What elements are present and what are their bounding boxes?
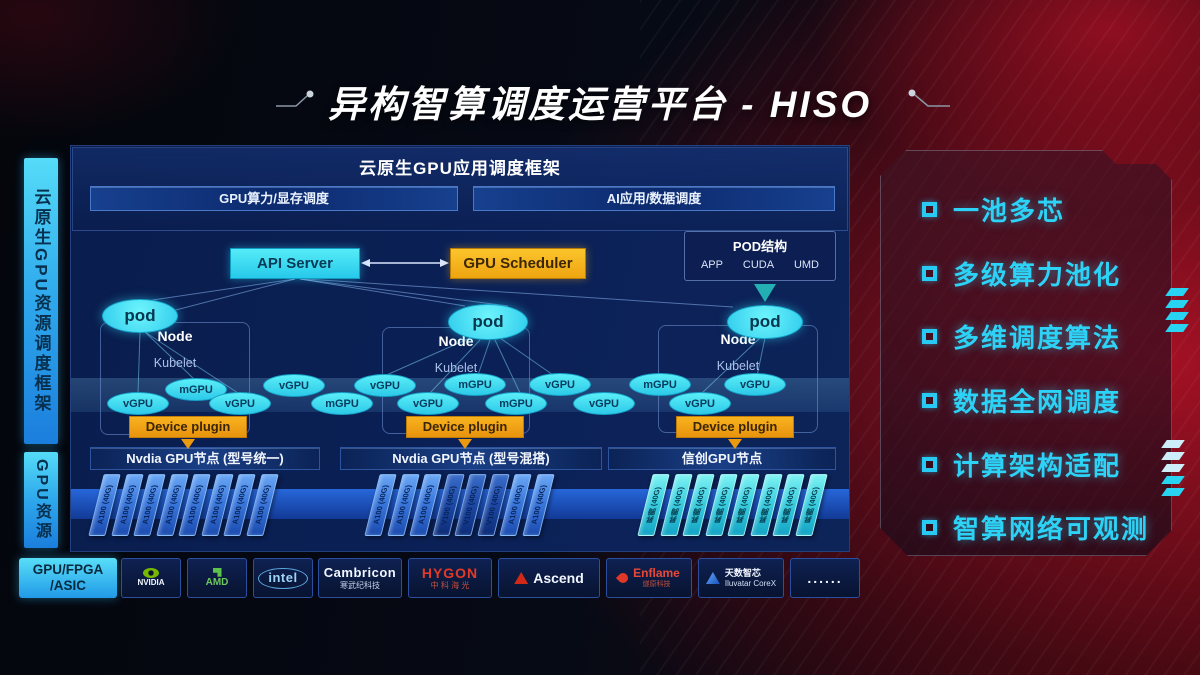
gpu-row-label-xinchuang: 信创GPU节点 [608, 447, 836, 470]
sidebar-gpu-resource-text: GPU资源 [33, 459, 50, 541]
iluvatar-logo-icon [705, 572, 720, 584]
device-plugin-3: Device plugin [676, 416, 794, 438]
gpu-oval: vGPU [107, 392, 169, 415]
feature-item: 数据全网调度 [922, 369, 1172, 433]
sidebar-framework-label: 云原生GPU资源调度框架 [24, 158, 58, 444]
vendor-more: ...... [790, 558, 860, 598]
gpu-oval: vGPU [263, 374, 325, 397]
gpu-oval: vGPU [669, 392, 731, 415]
square-bullet-icon [922, 202, 937, 218]
gpu-oval: mGPU [311, 392, 373, 415]
vendor-hygon: HYGON 中 科 海 光 [408, 558, 492, 598]
gpu-card-group-1: A100 (40G) A100 (40G) A100 (40G) A100 (40G)… [88, 474, 279, 538]
vendor-enflame: Enflame 燧原科技 [606, 558, 692, 598]
slash-decoration-bottom [1161, 440, 1185, 496]
api-server-box[interactable]: API Server [230, 248, 360, 279]
gpu-oval: mGPU [444, 373, 506, 396]
vendor-intel: intel [253, 558, 313, 598]
nvidia-logo-icon [143, 568, 159, 579]
square-bullet-icon [922, 329, 937, 345]
gpu-oval: vGPU [397, 392, 459, 415]
pod-structure-box: POD结构 APP CUDA UMD [684, 231, 836, 281]
gpu-oval: mGPU [629, 373, 691, 396]
feature-item: 一池多芯 [922, 178, 1172, 242]
sidebar-framework-text: 云原生GPU资源调度框架 [31, 188, 51, 414]
hardware-line2: /ASIC [49, 578, 86, 593]
gpu-oval: vGPU [573, 392, 635, 415]
gpu-oval: mGPU [485, 392, 547, 415]
gpu-oval: vGPU [529, 373, 591, 396]
pod-structure-title: POD结构 [732, 239, 788, 254]
ascend-logo-icon [514, 572, 529, 584]
device-plugin-2: Device plugin [406, 416, 524, 438]
kubelet-label: Kubelet [716, 359, 760, 373]
framework-bar-gpu-compute[interactable]: GPU算力/显存调度 [90, 186, 458, 211]
circuit-decoration-right [908, 89, 950, 107]
circuit-decoration-left [276, 90, 314, 107]
vendor-ascend: Ascend [498, 558, 600, 598]
square-bullet-icon [922, 520, 937, 536]
square-bullet-icon [922, 456, 937, 472]
vendor-nvidia: NVIDIA [121, 558, 181, 598]
square-bullet-icon [922, 265, 937, 281]
triangle-down-icon [458, 439, 472, 449]
gpu-row-label-uniform: Nvdia GPU节点 (型号统一) [90, 447, 320, 470]
gpu-oval: vGPU [209, 392, 271, 415]
pod-structure-item-app: APP [700, 259, 723, 271]
hardware-line1: GPU/FPGA [32, 561, 104, 577]
triangle-down-icon [728, 439, 742, 449]
header: 异构智算调度运营平台 - HISO [0, 74, 1200, 128]
gpu-oval: vGPU [354, 374, 416, 397]
gpu-row-label-mixed: Nvdia GPU节点 (型号混搭) [340, 447, 602, 470]
enflame-logo-icon [616, 570, 631, 586]
feature-item: 计算架构适配 [922, 432, 1172, 496]
feature-item: 多级算力池化 [922, 242, 1172, 306]
vendor-cambricon: Cambricon 寒武纪科技 [318, 558, 402, 598]
vendor-amd: AMD [187, 558, 247, 598]
triangle-down-icon [181, 439, 195, 449]
pod-structure-item-cuda: CUDA [742, 259, 775, 271]
framework-bar-ai-data[interactable]: AI应用/数据调度 [473, 186, 835, 211]
pod-structure-item-umd: UMD [793, 259, 820, 271]
feature-panel [880, 150, 1172, 556]
vendor-iluvatar: 天数智芯 Iluvatar CoreX [698, 558, 784, 598]
feature-item: 智算网络可观测 [922, 496, 1172, 560]
square-bullet-icon [922, 393, 937, 409]
kubelet-label: Kubelet [153, 356, 197, 370]
framework-title: 云原生GPU应用调度框架 [359, 159, 561, 178]
gpu-scheduler-box[interactable]: GPU Scheduler [450, 248, 586, 279]
device-plugin-1: Device plugin [129, 416, 247, 438]
pod-node-3[interactable]: pod [727, 305, 803, 339]
pod-node-1[interactable]: pod [102, 299, 178, 333]
intel-logo-icon: intel [258, 567, 308, 589]
feature-item: 多维调度算法 [922, 305, 1172, 369]
pod-node-2[interactable]: pod [448, 304, 528, 340]
gpu-card-group-3: 昇腾 (40G) 昇腾 (40G) 昇腾 (40G) 昇腾 (40G) 昇腾 (40G)… [637, 474, 828, 538]
slash-decoration-top [1165, 288, 1189, 332]
sidebar-gpu-resource-label: GPU资源 [24, 452, 58, 548]
gpu-card-group-2: A100 (40G) A100 (40G) A100 (40G) V100 (40G)… [364, 474, 555, 538]
page-title: 异构智算调度运营平台 - HISO [327, 84, 873, 125]
kubelet-label: Kubelet [434, 361, 478, 375]
feature-list: 一池多芯 多级算力池化 多维调度算法 数据全网调度 计算架构适配 [922, 178, 1172, 560]
amd-logo-icon [212, 567, 222, 577]
gpu-oval: vGPU [724, 373, 786, 396]
sidebar-hardware-label: GPU/FPGA /ASIC [19, 558, 117, 598]
